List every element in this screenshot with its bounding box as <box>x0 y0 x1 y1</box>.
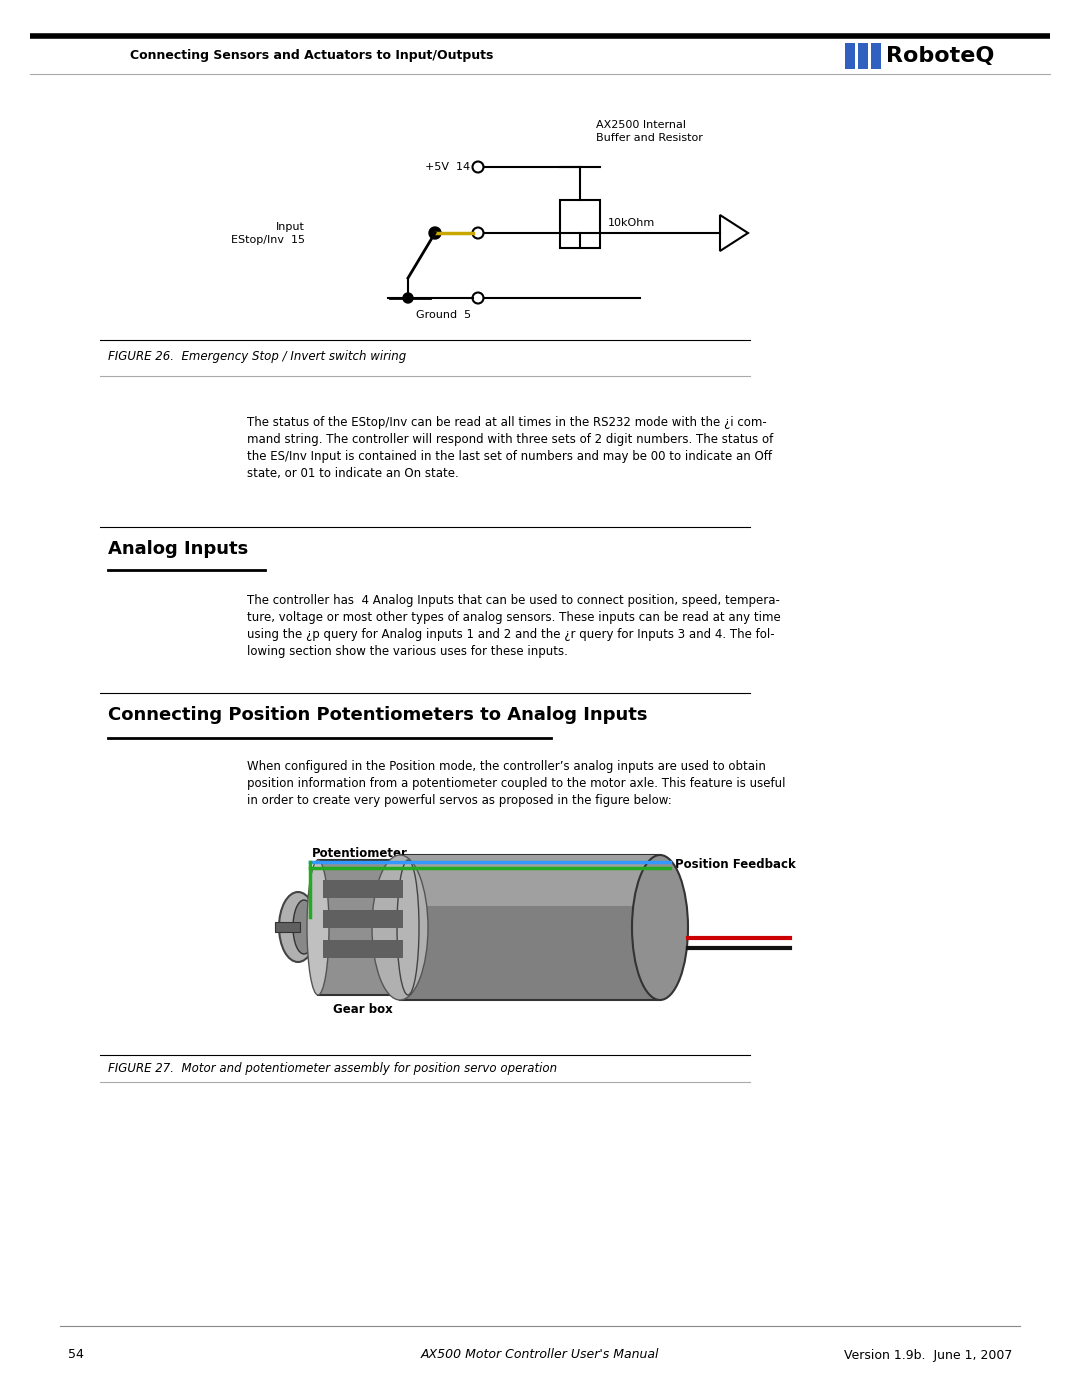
Circle shape <box>429 226 441 239</box>
Circle shape <box>403 293 413 303</box>
Text: 10kOhm: 10kOhm <box>608 218 656 228</box>
Ellipse shape <box>397 861 419 995</box>
Bar <box>858 43 868 68</box>
Bar <box>400 855 660 1000</box>
Text: Connecting Position Potentiometers to Analog Inputs: Connecting Position Potentiometers to An… <box>108 705 648 724</box>
Text: Buffer and Resistor: Buffer and Resistor <box>596 133 703 142</box>
Bar <box>318 861 408 995</box>
Text: FIGURE 27.  Motor and potentiometer assembly for position servo operation: FIGURE 27. Motor and potentiometer assem… <box>108 1062 557 1076</box>
Bar <box>323 909 403 928</box>
Text: 54: 54 <box>68 1348 84 1362</box>
Text: When configured in the Position mode, the controller’s analog inputs are used to: When configured in the Position mode, th… <box>247 760 766 773</box>
Text: Input: Input <box>276 222 305 232</box>
Bar <box>870 43 881 68</box>
Text: Analog Inputs: Analog Inputs <box>108 541 248 557</box>
Text: FIGURE 26.  Emergency Stop / Invert switch wiring: FIGURE 26. Emergency Stop / Invert switc… <box>108 351 406 363</box>
Text: using the ¿p query for Analog inputs 1 and 2 and the ¿r query for Inputs 3 and 4: using the ¿p query for Analog inputs 1 a… <box>247 629 774 641</box>
Text: lowing section show the various uses for these inputs.: lowing section show the various uses for… <box>247 645 568 658</box>
Polygon shape <box>720 215 748 251</box>
Text: position information from a potentiometer coupled to the motor axle. This featur: position information from a potentiomete… <box>247 777 785 789</box>
Ellipse shape <box>307 861 329 995</box>
Bar <box>275 922 300 932</box>
Text: AX500 Motor Controller User's Manual: AX500 Motor Controller User's Manual <box>421 1348 659 1362</box>
Text: EStop/Inv  15: EStop/Inv 15 <box>231 235 305 244</box>
Text: Version 1.9b.  June 1, 2007: Version 1.9b. June 1, 2007 <box>843 1348 1012 1362</box>
Text: ture, voltage or most other types of analog sensors. These inputs can be read at: ture, voltage or most other types of ana… <box>247 610 781 624</box>
Text: The status of the EStop/Inv can be read at all times in the RS232 mode with the : The status of the EStop/Inv can be read … <box>247 416 767 429</box>
Bar <box>323 940 403 958</box>
Text: The controller has  4 Analog Inputs that can be used to connect position, speed,: The controller has 4 Analog Inputs that … <box>247 594 780 608</box>
Text: Position Feedback: Position Feedback <box>675 859 796 872</box>
Text: Ground  5: Ground 5 <box>417 310 472 320</box>
Ellipse shape <box>372 855 428 1000</box>
Bar <box>561 200 600 249</box>
Text: Gear box: Gear box <box>333 1003 393 1016</box>
Ellipse shape <box>279 893 318 963</box>
Ellipse shape <box>632 855 688 1000</box>
Text: RoboteQ: RoboteQ <box>886 46 995 66</box>
Ellipse shape <box>293 900 315 954</box>
Text: AX2500 Internal: AX2500 Internal <box>596 120 686 130</box>
Text: the ES/Inv Input is contained in the last set of numbers and may be 00 to indica: the ES/Inv Input is contained in the las… <box>247 450 772 462</box>
Text: +5V  14: +5V 14 <box>424 162 470 172</box>
Bar <box>845 43 855 68</box>
Text: in order to create very powerful servos as proposed in the figure below:: in order to create very powerful servos … <box>247 793 672 807</box>
Text: Potentiometer: Potentiometer <box>312 847 408 861</box>
Bar <box>323 880 403 898</box>
Text: mand string. The controller will respond with three sets of 2 digit numbers. The: mand string. The controller will respond… <box>247 433 773 446</box>
Bar <box>400 855 660 905</box>
Text: Connecting Sensors and Actuators to Input/Outputs: Connecting Sensors and Actuators to Inpu… <box>130 49 494 63</box>
Text: state, or 01 to indicate an On state.: state, or 01 to indicate an On state. <box>247 467 459 481</box>
